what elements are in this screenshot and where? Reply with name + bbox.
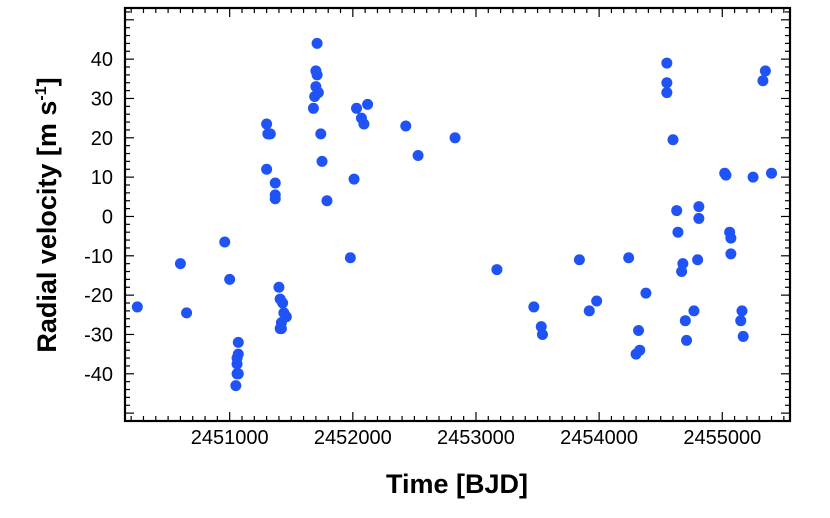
data-point [174,258,186,270]
data-point [661,57,673,69]
data-point [766,167,778,179]
data-point [269,193,281,205]
data-point [573,254,585,266]
data-point [681,334,693,346]
data-point [735,315,747,327]
y-tick-label: -10 [84,246,113,268]
y-axis-label-main: Radial velocity [m s [32,101,62,353]
data-point [725,232,737,244]
data-point [757,75,769,87]
data-point [536,328,548,340]
y-axis-label-sup: -1 [33,86,50,100]
data-point [321,195,333,207]
data-point [747,171,759,183]
y-tick-label: -30 [84,324,113,346]
y-axis-label: Radial velocity [m s-1] [32,77,62,352]
y-tick-label: 40 [91,49,113,71]
y-tick-label: 20 [91,128,113,150]
data-point [720,169,732,181]
data-point [261,118,273,130]
data-point [633,325,645,337]
data-point [181,307,193,319]
data-point [634,344,646,356]
data-point [449,132,461,144]
data-point [232,348,244,360]
data-point [358,118,370,130]
data-point [667,134,679,146]
data-point [261,163,273,175]
data-point [412,150,424,161]
x-tick-label: 2451000 [191,427,269,449]
data-point [280,311,292,323]
x-axis-label: Time [BJD] [386,469,528,499]
data-point [230,380,242,392]
axis-ticks [125,8,790,421]
data-point [671,205,683,217]
data-point [273,281,285,293]
tick-labels: 2451000 2452000 2453000 2454000 2455000 40 30 2… [84,49,761,449]
data-point [661,77,673,89]
data-point [661,87,673,99]
data-point [232,336,244,348]
data-point [693,212,705,224]
y-tick-label: 0 [102,206,113,228]
data-point [400,120,412,132]
x-tick-label: 2454000 [560,427,638,449]
y-axis-label-tail: ] [32,77,62,86]
data-point [219,236,231,248]
data-point [688,305,700,317]
data-point [528,301,540,313]
data-point [131,301,143,313]
data-point [677,258,689,270]
data-point [725,248,737,260]
y-tick-label: 10 [91,167,113,189]
data-point [269,177,281,189]
data-point [311,69,323,81]
data-points [131,37,778,392]
data-point [737,330,749,342]
data-point [351,102,363,114]
data-point [232,368,244,380]
data-point [640,287,652,299]
data-point [277,297,289,309]
data-point [623,252,635,264]
data-point [491,264,503,276]
data-point [315,128,327,140]
data-point [348,173,360,185]
data-point [583,305,595,317]
data-point [311,37,323,49]
data-point [362,98,374,110]
x-tick-label: 2455000 [683,427,761,449]
data-point [344,252,356,264]
x-tick-label: 2452000 [314,427,392,449]
data-point [591,295,603,307]
data-point [672,226,684,238]
data-point [307,102,319,114]
y-tick-label: -20 [84,285,113,307]
y-tick-label: 30 [91,88,113,110]
x-tick-label: 2453000 [437,427,515,449]
data-point [693,201,705,213]
y-tick-label: -40 [84,364,113,386]
data-point [679,315,691,327]
data-point [692,254,704,266]
data-point [312,87,324,99]
data-point [759,65,771,77]
data-point [316,155,328,167]
plot-frame [123,6,792,423]
data-point [264,128,276,140]
data-point [224,273,236,285]
data-point [736,305,748,317]
